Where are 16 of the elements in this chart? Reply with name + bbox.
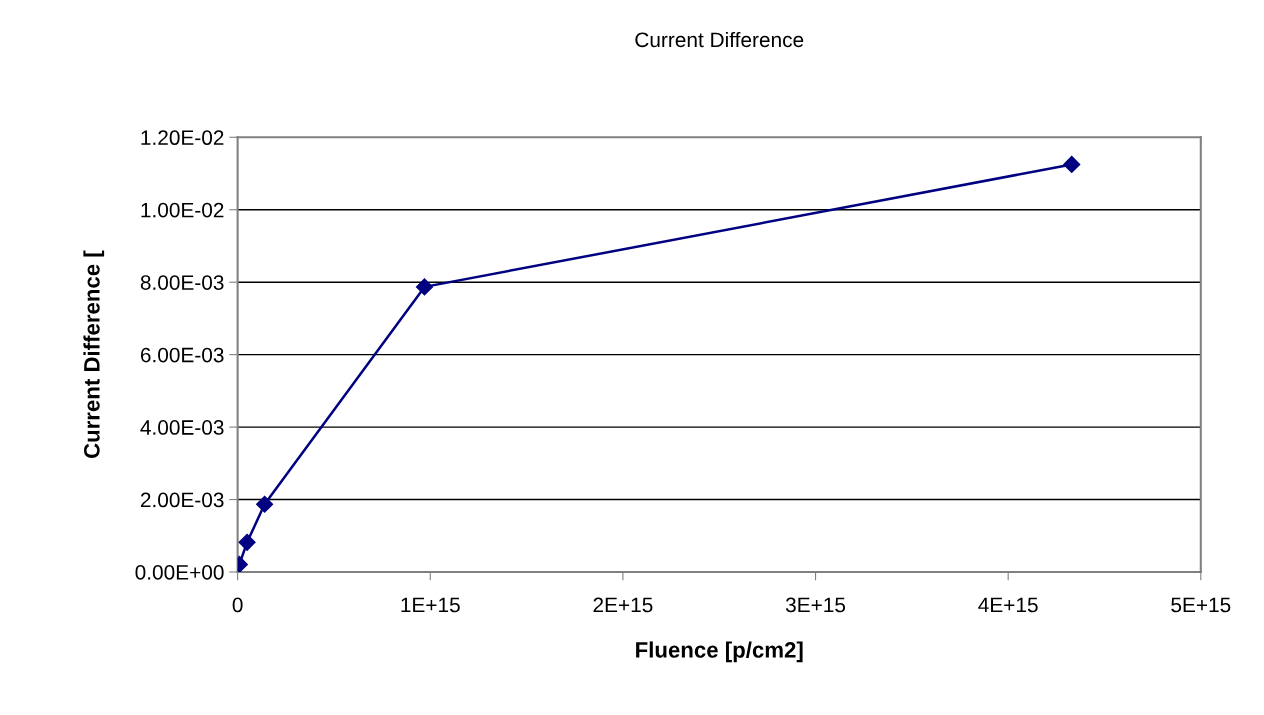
x-axis-title: Fluence [p/cm2] — [636, 641, 803, 663]
y-axis-title: Current Difference [ — [83, 250, 105, 459]
y-tick-label: 1.00E-02 — [141, 202, 224, 218]
x-tick-label: 1E+15 — [401, 597, 460, 613]
y-tick-label: 2.00E-03 — [140, 492, 224, 508]
x-tick-label: 4E+15 — [978, 597, 1038, 613]
x-tick-label: 0 — [232, 597, 243, 613]
y-tick-label: 1.20E-02 — [141, 130, 224, 146]
y-tick-label: 6.00E-03 — [140, 347, 224, 363]
chart-title: Current Difference — [635, 31, 804, 48]
y-tick-label: 8.00E-03 — [140, 275, 224, 290]
y-tick-label: 4.00E-03 — [140, 420, 224, 435]
x-tick-label: 2E+15 — [593, 597, 653, 613]
y-tick-label: 0.00E+00 — [135, 565, 224, 580]
x-tick-label: 3E+15 — [785, 597, 846, 613]
x-tick-label: 5E+15 — [1171, 597, 1231, 613]
